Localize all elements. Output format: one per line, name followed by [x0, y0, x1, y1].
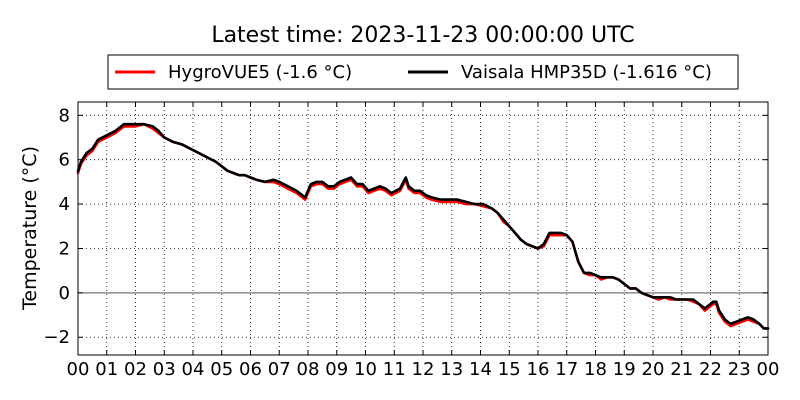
x-tick-label: 01 — [95, 359, 118, 380]
y-tick-label: −2 — [43, 327, 70, 348]
x-tick-label: 11 — [383, 359, 406, 380]
x-tick-label: 04 — [182, 359, 205, 380]
x-tick-label: 13 — [440, 359, 463, 380]
chart-title: Latest time: 2023-11-23 00:00:00 UTC — [211, 23, 634, 48]
x-tick-label: 03 — [153, 359, 176, 380]
y-tick-label: 4 — [59, 194, 70, 215]
x-tick-label: 06 — [239, 359, 262, 380]
x-tick-label: 20 — [642, 359, 665, 380]
x-tick-label: 19 — [613, 359, 636, 380]
x-tick-label: 21 — [670, 359, 693, 380]
x-tick-label: 02 — [124, 359, 147, 380]
series-line-1 — [76, 122, 770, 330]
x-tick-label: 23 — [728, 359, 751, 380]
x-tick-label: 08 — [297, 359, 320, 380]
series-lines — [76, 122, 770, 330]
x-tick-label: 00 — [67, 359, 90, 380]
x-tick-label: 16 — [527, 359, 550, 380]
y-tick-label: 0 — [59, 283, 70, 304]
x-tick-label: 12 — [412, 359, 435, 380]
x-tick-label: 15 — [498, 359, 521, 380]
x-tick-label: 09 — [325, 359, 348, 380]
x-tick-label: 14 — [469, 359, 492, 380]
plot-area-frame — [77, 101, 769, 356]
x-tick-label: 18 — [584, 359, 607, 380]
x-tick-label: 07 — [268, 359, 291, 380]
y-tick-label: 6 — [59, 150, 70, 171]
grid-lines — [78, 102, 768, 355]
axes: 00 01 02 03 04 05 06 07 08 09 10 11 12 13 14 15 16 17 18 19… — [43, 102, 779, 380]
y-tick-label: 2 — [59, 238, 70, 259]
x-tick-label: 05 — [210, 359, 233, 380]
legend-label-vaisala: Vaisala HMP35D (-1.616 °C) — [461, 62, 712, 83]
x-tick-label: 17 — [555, 359, 578, 380]
y-tick-label: 8 — [59, 105, 70, 126]
x-tick-label: 22 — [699, 359, 722, 380]
x-tick-label: 00 — [757, 359, 780, 380]
y-axis-label: Temperature (°C) — [19, 146, 41, 311]
x-tick-label: 10 — [354, 359, 377, 380]
legend-label-hygrovue5: HygroVUE5 (-1.6 °C) — [168, 62, 352, 83]
